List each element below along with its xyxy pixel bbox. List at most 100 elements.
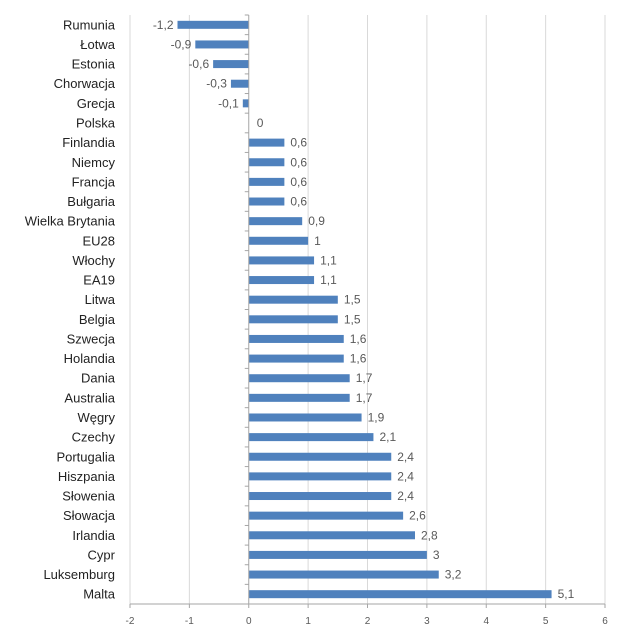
x-tick-label: 0 [246, 616, 252, 627]
data-label: 2,6 [409, 509, 426, 523]
category-label: Polska [76, 115, 116, 130]
category-label: Luksemburg [43, 567, 115, 582]
x-tick-label: 6 [602, 616, 608, 627]
data-label: 1,6 [350, 332, 367, 346]
x-tick-label: -1 [185, 616, 194, 627]
x-tick-label: -2 [126, 616, 135, 627]
data-label: 0,9 [308, 214, 325, 228]
category-label: Chorwacja [54, 76, 116, 91]
bar [248, 276, 315, 285]
category-label: Australia [64, 390, 115, 405]
category-label: Malta [83, 587, 116, 602]
data-label: -0,6 [188, 57, 209, 71]
bar [248, 295, 338, 304]
data-label: 2,4 [397, 489, 414, 503]
bars [177, 20, 552, 599]
data-label: -0,3 [206, 77, 227, 91]
bar [248, 315, 338, 324]
bar [248, 550, 427, 559]
bar [248, 236, 309, 245]
bar [248, 393, 350, 402]
bar [248, 354, 344, 363]
data-label: 2,1 [379, 430, 396, 444]
x-tick-label: 2 [365, 616, 371, 627]
data-label: 1,1 [320, 253, 337, 267]
bar [248, 570, 439, 579]
bar [230, 79, 249, 88]
category-label: Niemcy [72, 155, 116, 170]
category-label: Czechy [72, 430, 116, 445]
bar [248, 197, 285, 206]
x-tick-label: 4 [483, 616, 489, 627]
data-label: 1,7 [356, 371, 373, 385]
bar [248, 217, 303, 226]
category-label: Słowacja [63, 508, 116, 523]
bar [248, 334, 344, 343]
data-label: 5,1 [558, 587, 575, 601]
data-label: 0,6 [290, 195, 307, 209]
data-label: 0,6 [290, 175, 307, 189]
category-label: Finlandia [62, 135, 116, 150]
bar [248, 452, 392, 461]
bar [248, 177, 285, 186]
data-label: 0,6 [290, 155, 307, 169]
data-label: 3 [433, 548, 440, 562]
data-label: 1,5 [344, 312, 361, 326]
category-label: Holandia [64, 351, 116, 366]
bar [248, 590, 552, 599]
data-label: 1 [314, 234, 321, 248]
x-tick-label: 3 [424, 616, 430, 627]
category-label: Bułgaria [67, 194, 115, 209]
bar [248, 433, 374, 442]
x-tick-label: 5 [543, 616, 549, 627]
category-label: Cypr [88, 547, 116, 562]
bar [248, 492, 392, 501]
category-labels: Rumunia Łotwa Estonia Chorwacja Grecja Polska… [25, 17, 116, 601]
x-tick-label: 1 [305, 616, 311, 627]
category-label: EU28 [82, 233, 115, 248]
bar [248, 531, 415, 540]
data-label: 0,6 [290, 136, 307, 150]
bar [242, 99, 249, 108]
bar [248, 472, 392, 481]
bar [248, 413, 362, 422]
data-label: 1,6 [350, 352, 367, 366]
bar [248, 158, 285, 167]
bar [177, 20, 249, 29]
category-label: Portugalia [56, 449, 115, 464]
data-label: 2,8 [421, 528, 438, 542]
data-label: 2,4 [397, 469, 414, 483]
gridlines [129, 15, 606, 604]
value-labels: -1,2-0,9-0,6-0,3-0,100,60,60,60,60,911,1… [153, 18, 575, 601]
bar [248, 374, 350, 383]
category-label: Słowenia [62, 489, 116, 504]
category-label: EA19 [83, 273, 115, 288]
data-label: -0,9 [171, 37, 192, 51]
bar [195, 40, 249, 49]
category-label: Dania [81, 371, 116, 386]
category-label: Belgia [79, 312, 116, 327]
category-label: Grecja [77, 96, 116, 111]
category-label: Węgry [77, 410, 115, 425]
category-label: Irlandia [72, 528, 115, 543]
category-label: Francja [72, 174, 116, 189]
category-label: Szwecja [67, 331, 116, 346]
bar [248, 138, 285, 147]
category-label: Hiszpania [58, 469, 116, 484]
axes [129, 14, 606, 608]
data-label: 1,1 [320, 273, 337, 287]
x-tick-labels: -2 -1 0 1 2 3 4 5 6 [126, 616, 609, 627]
data-label: 1,5 [344, 293, 361, 307]
data-label: -1,2 [153, 18, 174, 32]
data-label: 3,2 [445, 568, 462, 582]
category-label: Litwa [85, 292, 116, 307]
bar [248, 511, 404, 520]
bar [248, 256, 315, 265]
data-label: 1,7 [356, 391, 373, 405]
data-label: 0 [257, 116, 264, 130]
category-label: Wielka Brytania [25, 214, 116, 229]
data-label: 1,9 [368, 410, 385, 424]
data-label: -0,1 [218, 96, 239, 110]
